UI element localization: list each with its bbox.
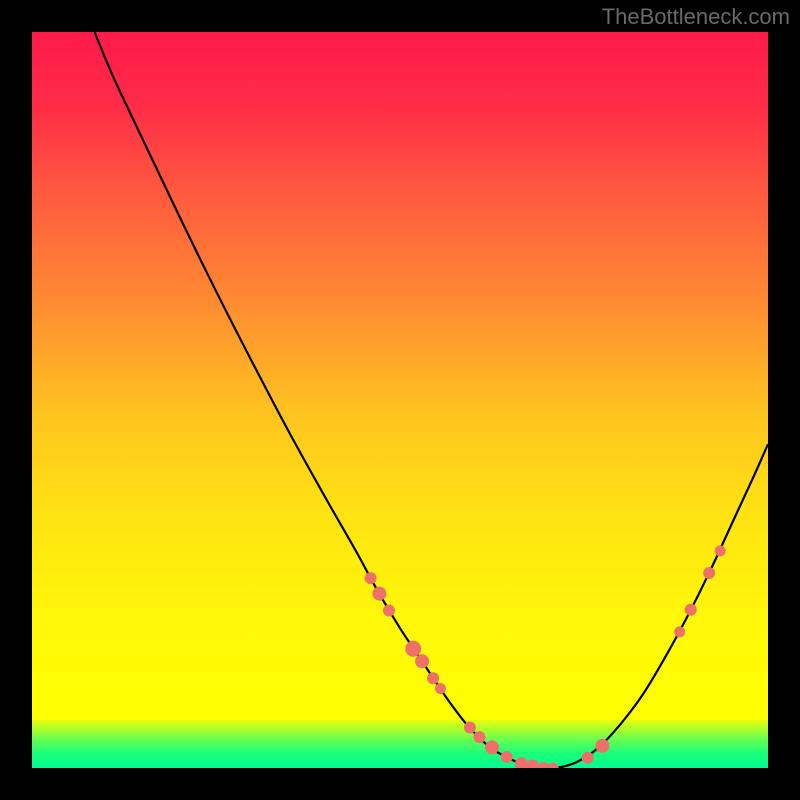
data-marker: [685, 604, 697, 616]
data-marker: [415, 654, 429, 668]
data-marker: [582, 752, 594, 764]
data-marker: [548, 763, 559, 769]
data-marker: [703, 567, 715, 579]
data-marker: [383, 605, 395, 617]
data-marker: [595, 739, 609, 753]
data-marker: [715, 545, 726, 556]
data-marker: [485, 740, 499, 754]
data-marker: [464, 722, 476, 734]
plot-area: [32, 32, 768, 768]
bottleneck-curve: [95, 32, 768, 768]
bottleneck-curve-layer: [32, 32, 768, 768]
data-marker: [405, 641, 421, 657]
data-marker: [473, 731, 485, 743]
data-marker: [501, 751, 513, 763]
data-marker: [365, 572, 377, 584]
data-marker: [427, 672, 439, 684]
data-marker: [435, 683, 446, 694]
data-marker: [674, 626, 685, 637]
watermark-text: TheBottleneck.com: [602, 4, 790, 30]
data-marker: [372, 587, 386, 601]
data-marker: [525, 760, 539, 768]
